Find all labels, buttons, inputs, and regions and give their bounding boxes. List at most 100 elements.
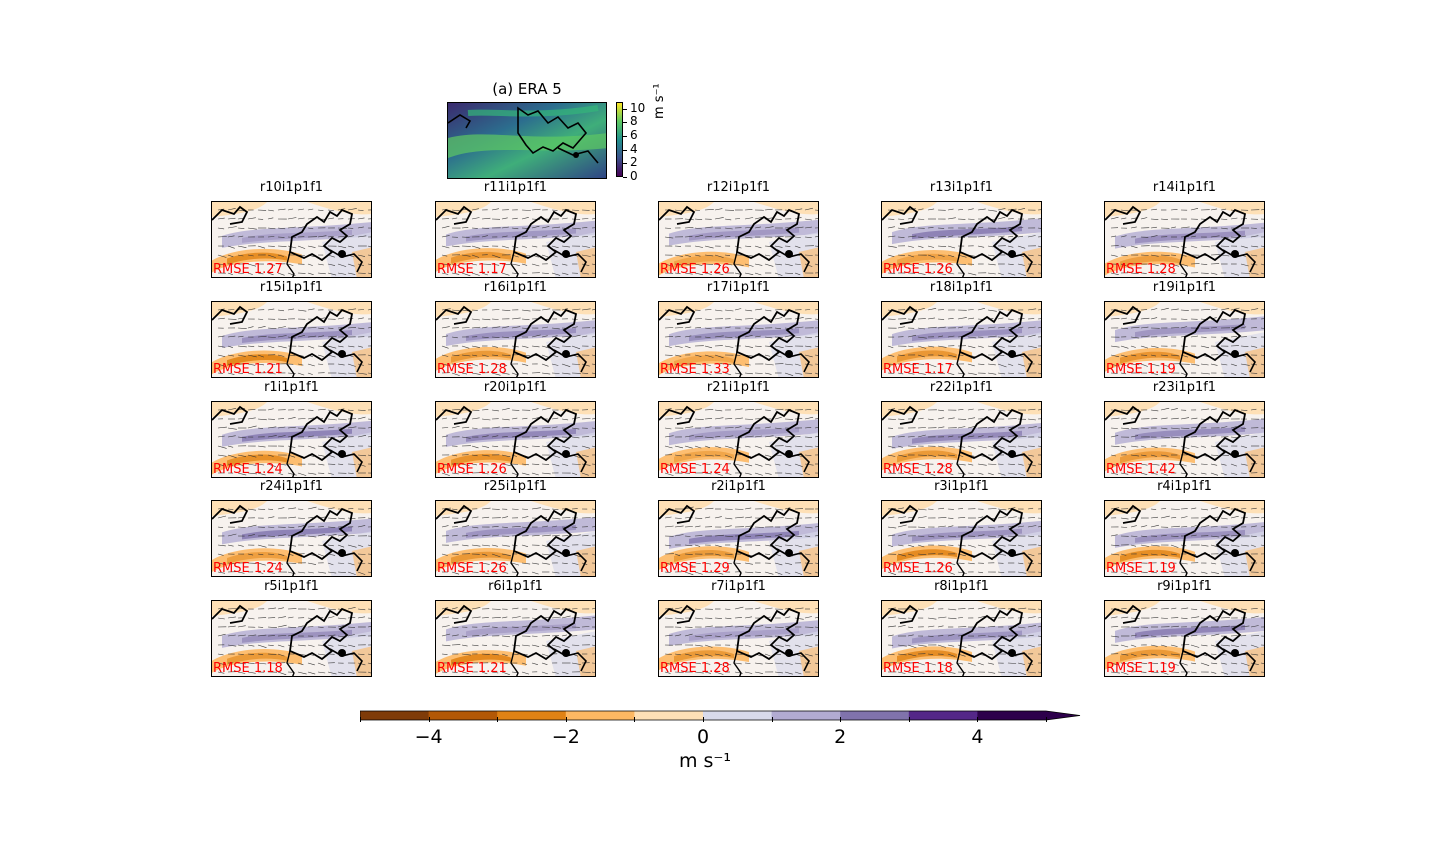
era5-colorbar-tick <box>623 122 627 124</box>
panel-title: r6i1p1f1 <box>488 579 543 594</box>
panel-title: r4i1p1f1 <box>1157 479 1212 494</box>
panel-title: r7i1p1f1 <box>711 579 766 594</box>
rmse-label: RMSE 1.28 <box>1106 262 1176 277</box>
era5-colorbar-tick <box>623 136 627 138</box>
rmse-label: RMSE 1.27 <box>213 262 283 277</box>
colorbar-segment <box>771 711 841 720</box>
panel-title: r21i1p1f1 <box>706 380 771 395</box>
era5-colorbar-tick <box>623 163 627 165</box>
colorbar-outline <box>360 710 1081 721</box>
ensemble-member-map: RMSE 1.18 <box>881 600 1042 677</box>
rmse-label: RMSE 1.42 <box>1106 462 1176 477</box>
colorbar-segment <box>840 711 910 720</box>
rmse-label: RMSE 1.24 <box>660 462 730 477</box>
ensemble-member-map: RMSE 1.26 <box>881 500 1042 577</box>
colorbar-segment <box>703 711 773 720</box>
rmse-label: RMSE 1.26 <box>660 262 730 277</box>
panel-title: r24i1p1f1 <box>259 479 324 494</box>
colorbar-tick <box>428 717 430 722</box>
panel-title: r11i1p1f1 <box>483 180 548 195</box>
era5-colorbar-tick-label: 0 <box>630 169 638 183</box>
rmse-label: RMSE 1.18 <box>883 661 953 676</box>
panel-title: r23i1p1f1 <box>1152 380 1217 395</box>
ensemble-member-map: RMSE 1.42 <box>1104 401 1265 478</box>
colorbar-extend-arrow <box>1046 711 1080 720</box>
rmse-label: RMSE 1.19 <box>1106 362 1176 377</box>
rmse-label: RMSE 1.28 <box>437 362 507 377</box>
panel-title: r14i1p1f1 <box>1152 180 1217 195</box>
rmse-label: RMSE 1.33 <box>660 362 730 377</box>
ensemble-member-map: RMSE 1.19 <box>1104 600 1265 677</box>
panel-title: r9i1p1f1 <box>1157 579 1212 594</box>
era5-map <box>447 102 607 179</box>
ensemble-member-map: RMSE 1.17 <box>435 201 596 278</box>
panel-title: r5i1p1f1 <box>264 579 319 594</box>
colorbar-tick <box>634 717 636 722</box>
ensemble-member-map: RMSE 1.28 <box>435 301 596 378</box>
ensemble-member-map: RMSE 1.26 <box>435 500 596 577</box>
ensemble-member-map: RMSE 1.18 <box>211 600 372 677</box>
colorbar-tick-label: 4 <box>971 726 984 748</box>
panel-title: r13i1p1f1 <box>929 180 994 195</box>
ensemble-member-map: RMSE 1.28 <box>881 401 1042 478</box>
colorbar-tick <box>840 717 842 722</box>
era5-colorbar-unit: m s⁻¹ <box>652 83 667 119</box>
colorbar-tick-label: −2 <box>551 726 580 748</box>
era5-colorbar-tick-label: 4 <box>630 141 638 156</box>
era5-colorbar-tick <box>623 177 627 178</box>
colorbar-tick-label: 2 <box>834 726 847 748</box>
panel-title: r12i1p1f1 <box>706 180 771 195</box>
colorbar-tick-label: 0 <box>696 726 710 748</box>
rmse-label: RMSE 1.29 <box>660 561 730 576</box>
colorbar-tick <box>1046 717 1047 722</box>
panel-title: r16i1p1f1 <box>483 280 548 295</box>
anomaly-colorbar <box>360 710 1081 721</box>
ensemble-member-map: RMSE 1.24 <box>658 401 819 478</box>
era5-colorbar <box>616 102 623 177</box>
panel-title: r18i1p1f1 <box>929 280 994 295</box>
colorbar-tick <box>497 717 499 722</box>
ensemble-member-map: RMSE 1.21 <box>435 600 596 677</box>
colorbar-unit-label: m s⁻¹ <box>678 750 732 772</box>
panel-title: r1i1p1f1 <box>264 380 319 395</box>
rmse-label: RMSE 1.26 <box>883 561 953 576</box>
colorbar-segment <box>977 711 1047 720</box>
era5-colorbar-tick-label: 2 <box>630 155 638 170</box>
panel-title: r3i1p1f1 <box>934 479 989 494</box>
era5-colorbar-tick-label: 8 <box>630 114 638 129</box>
rmse-label: RMSE 1.26 <box>437 462 507 477</box>
ensemble-member-map: RMSE 1.28 <box>658 600 819 677</box>
colorbar-tick <box>360 717 361 722</box>
rmse-label: RMSE 1.19 <box>1106 561 1176 576</box>
rmse-label: RMSE 1.21 <box>437 661 507 676</box>
ensemble-member-map: RMSE 1.33 <box>658 301 819 378</box>
colorbar-tick <box>771 717 773 722</box>
ensemble-member-map: RMSE 1.26 <box>881 201 1042 278</box>
ensemble-member-map: RMSE 1.27 <box>211 201 372 278</box>
colorbar-segment <box>428 711 498 720</box>
panel-title: r2i1p1f1 <box>711 479 766 494</box>
rmse-label: RMSE 1.17 <box>437 262 507 277</box>
ensemble-member-map: RMSE 1.26 <box>435 401 596 478</box>
rmse-label: RMSE 1.21 <box>213 362 283 377</box>
era5-colorbar-tick <box>623 108 627 110</box>
rmse-label: RMSE 1.26 <box>437 561 507 576</box>
era5-colorbar-tick <box>623 149 627 151</box>
ensemble-member-map: RMSE 1.19 <box>1104 301 1265 378</box>
panel-title: r25i1p1f1 <box>483 479 548 494</box>
ensemble-member-map: RMSE 1.21 <box>211 301 372 378</box>
colorbar-tick-label: −4 <box>414 726 443 748</box>
rmse-label: RMSE 1.28 <box>660 661 730 676</box>
rmse-label: RMSE 1.24 <box>213 561 283 576</box>
panel-title: r22i1p1f1 <box>929 380 994 395</box>
colorbar-tick <box>565 717 567 722</box>
colorbar-tick <box>977 717 979 722</box>
colorbar-segment <box>634 711 704 720</box>
panel-title: r10i1p1f1 <box>259 180 324 195</box>
colorbar-tick <box>908 717 910 722</box>
colorbar-segment <box>497 711 567 720</box>
rmse-label: RMSE 1.18 <box>213 661 283 676</box>
ensemble-member-map: RMSE 1.24 <box>211 401 372 478</box>
rmse-label: RMSE 1.26 <box>883 262 953 277</box>
colorbar-segment <box>360 711 430 720</box>
